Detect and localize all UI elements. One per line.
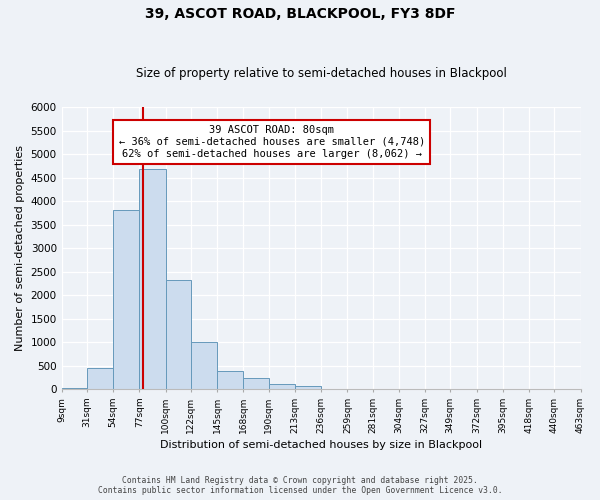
Bar — [113, 210, 139, 389]
Bar — [191, 342, 217, 389]
Bar — [166, 280, 191, 389]
Title: Size of property relative to semi-detached houses in Blackpool: Size of property relative to semi-detach… — [136, 66, 506, 80]
Text: Contains HM Land Registry data © Crown copyright and database right 2025.
Contai: Contains HM Land Registry data © Crown c… — [98, 476, 502, 495]
Bar — [62, 388, 87, 389]
Bar — [139, 169, 166, 389]
Bar — [244, 378, 269, 389]
Bar — [87, 368, 113, 389]
Bar — [269, 384, 295, 389]
Bar — [295, 386, 321, 389]
Text: 39 ASCOT ROAD: 80sqm
← 36% of semi-detached houses are smaller (4,748)
62% of se: 39 ASCOT ROAD: 80sqm ← 36% of semi-detac… — [119, 126, 425, 158]
X-axis label: Distribution of semi-detached houses by size in Blackpool: Distribution of semi-detached houses by … — [160, 440, 482, 450]
Y-axis label: Number of semi-detached properties: Number of semi-detached properties — [15, 145, 25, 351]
Bar — [217, 370, 244, 389]
Text: 39, ASCOT ROAD, BLACKPOOL, FY3 8DF: 39, ASCOT ROAD, BLACKPOOL, FY3 8DF — [145, 8, 455, 22]
